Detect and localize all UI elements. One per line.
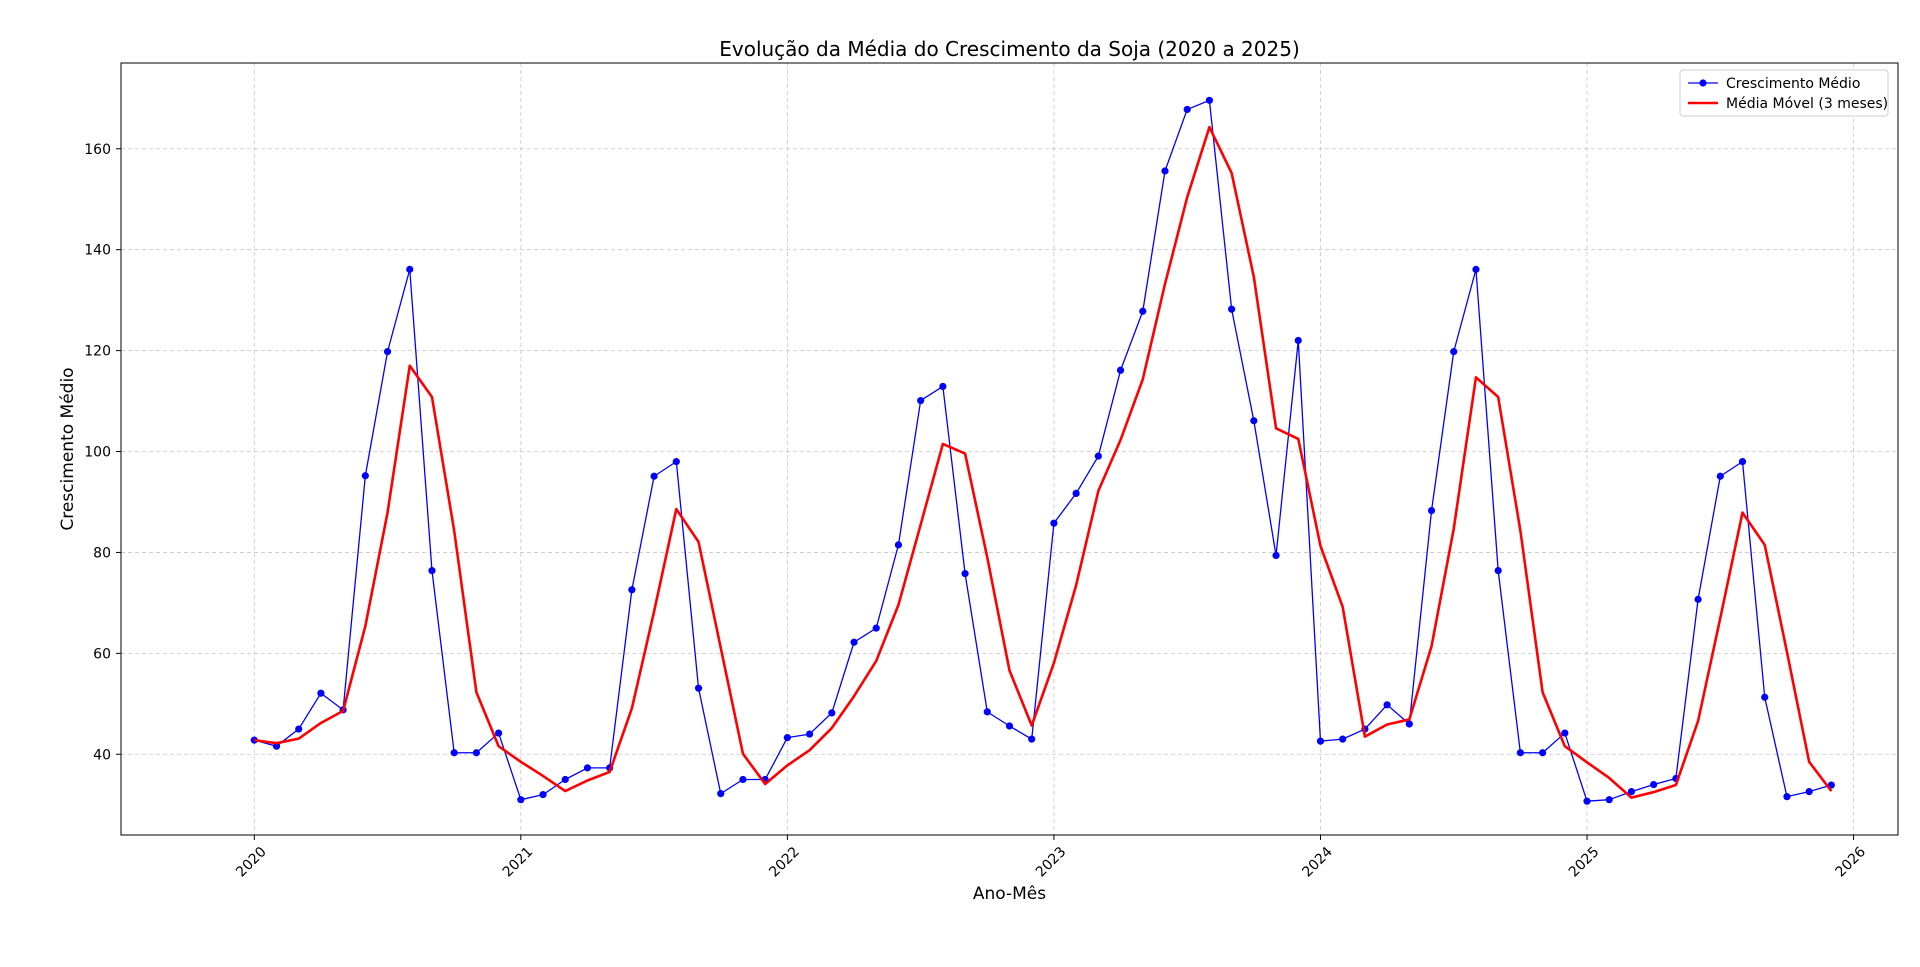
data-point: [1405, 720, 1413, 728]
data-point: [628, 586, 636, 594]
x-tick-label: 2022: [766, 844, 803, 881]
chart-title: Evolução da Média do Crescimento da Soja…: [719, 37, 1300, 61]
series-media-movel-line: [254, 125, 1833, 799]
data-point: [1716, 472, 1724, 480]
data-point: [383, 348, 392, 356]
legend-label: Média Móvel (3 meses): [1726, 96, 1888, 112]
x-tick-label: 2024: [1299, 844, 1336, 881]
data-point: [1094, 452, 1102, 460]
data-point: [517, 796, 525, 804]
data-point: [1627, 788, 1636, 796]
data-point: [1738, 458, 1747, 466]
data-point: [1761, 693, 1769, 701]
data-point: [1072, 489, 1080, 498]
x-axis-title: Ano-Mês: [973, 884, 1046, 904]
y-tick-label: 40: [93, 747, 111, 763]
legend-box: [1679, 69, 1889, 117]
data-point: [295, 725, 303, 733]
y-axis-title: Crescimento Médio: [58, 367, 78, 530]
data-point: [1183, 105, 1191, 114]
data-point: [872, 624, 880, 632]
legend: Crescimento Médio Média Móvel (3 meses): [1679, 69, 1889, 117]
data-point: [1561, 729, 1569, 737]
data-point: [894, 541, 903, 549]
data-point: [428, 567, 436, 575]
data-point: [1494, 567, 1502, 575]
data-point: [1605, 796, 1613, 804]
data-point: [1116, 366, 1125, 374]
y-tick-label: 60: [93, 646, 111, 662]
data-point: [1583, 797, 1591, 805]
data-point: [495, 729, 503, 737]
data-point: [1050, 519, 1058, 527]
data-point: [1205, 96, 1214, 104]
data-point: [961, 570, 969, 578]
data-point: [1228, 305, 1236, 313]
x-tick-label: 2020: [233, 844, 270, 881]
data-point: [1028, 735, 1036, 743]
data-point: [1272, 551, 1280, 560]
data-point: [1383, 701, 1391, 709]
data-point: [1294, 336, 1302, 345]
x-axis-ticks: 2020 2021 2022 2023 2024 2025 2026: [233, 835, 1869, 880]
data-point: [406, 265, 414, 273]
data-point: [1783, 793, 1791, 801]
data-point: [805, 730, 814, 738]
data-point: [1650, 780, 1658, 789]
y-tick-label: 120: [84, 344, 111, 360]
y-tick-label: 80: [93, 545, 111, 561]
data-point: [1005, 722, 1014, 730]
y-tick-label: 160: [84, 142, 111, 158]
data-point: [317, 689, 325, 697]
x-tick-label: 2026: [1832, 844, 1869, 881]
series-layer: [250, 96, 1835, 805]
data-point: [450, 749, 458, 757]
data-point: [983, 708, 991, 716]
data-point: [917, 396, 925, 405]
data-point: [1250, 417, 1258, 425]
data-point: [717, 790, 725, 798]
y-tick-label: 140: [84, 243, 111, 259]
data-point: [1427, 506, 1436, 515]
series-crescimento-medio-line: [254, 99, 1832, 802]
y-axis-ticks: 40 60 80 100 120 140 160: [84, 142, 121, 763]
data-point: [672, 458, 680, 466]
data-point: [539, 791, 547, 799]
data-point: [650, 472, 658, 480]
data-point: [850, 638, 858, 646]
data-point: [1339, 735, 1347, 743]
data-point: [1516, 749, 1524, 757]
data-point: [583, 764, 592, 772]
x-tick-label: 2025: [1566, 844, 1603, 881]
data-point: [361, 472, 369, 480]
plot-area: [120, 62, 1899, 836]
data-point: [1161, 167, 1169, 175]
data-point: [1539, 749, 1547, 757]
data-point: [828, 709, 836, 717]
legend-marker: [1699, 79, 1707, 87]
data-point: [472, 749, 480, 757]
data-point: [1450, 348, 1458, 356]
data-point: [783, 734, 791, 742]
x-tick-label: 2021: [500, 844, 537, 881]
grid-lines: [121, 63, 1898, 835]
data-point: [1139, 307, 1147, 315]
data-point: [1694, 595, 1702, 603]
legend-label: Crescimento Médio: [1726, 76, 1860, 92]
data-point: [1472, 265, 1480, 273]
data-point: [1805, 788, 1813, 796]
data-point: [939, 382, 947, 391]
x-tick-label: 2023: [1033, 844, 1070, 881]
legend-item: Média Móvel (3 meses): [1688, 96, 1888, 112]
data-point: [272, 742, 281, 750]
data-point: [561, 775, 569, 784]
data-point: [694, 684, 703, 692]
y-tick-label: 100: [84, 445, 111, 461]
data-point: [1316, 737, 1325, 745]
data-point: [739, 775, 747, 784]
legend-item: Crescimento Médio: [1688, 76, 1860, 92]
